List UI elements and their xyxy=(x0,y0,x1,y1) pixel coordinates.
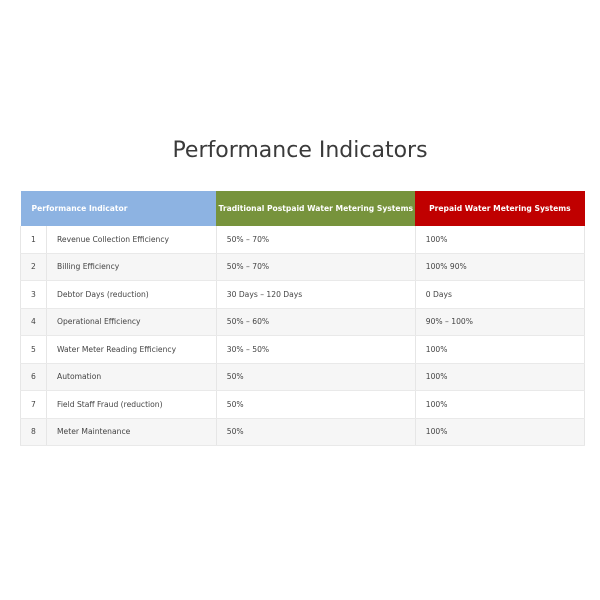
prepaid-cell: 100% 90% xyxy=(415,253,586,281)
postpaid-cell: 50% xyxy=(216,418,416,446)
indicator-cell: Debtor Days (reduction) xyxy=(46,280,217,309)
table-row: 7 Field Staff Fraud (reduction) 50% 100% xyxy=(20,390,586,419)
postpaid-cell: 50% – 70% xyxy=(216,226,416,254)
postpaid-cell: 50% xyxy=(216,390,416,419)
row-number: 4 xyxy=(20,308,47,336)
postpaid-cell: 50% xyxy=(216,363,416,391)
row-number: 1 xyxy=(20,226,47,254)
postpaid-cell: 50% – 60% xyxy=(216,308,416,336)
row-number: 8 xyxy=(20,418,47,446)
performance-table: Performance Indicator Traditional Postpa… xyxy=(20,191,586,446)
indicator-cell: Revenue Collection Efficiency xyxy=(46,226,217,254)
indicator-cell: Automation xyxy=(46,363,217,391)
page-title: Performance Indicators xyxy=(172,138,428,163)
row-number: 6 xyxy=(20,363,47,391)
prepaid-cell: 100% xyxy=(415,335,586,364)
row-number: 2 xyxy=(20,253,47,281)
header-prepaid: Prepaid Water Metering Systems xyxy=(415,191,585,226)
table-row: 6 Automation 50% 100% xyxy=(20,363,586,391)
header-indicator: Performance Indicator xyxy=(20,191,217,226)
indicator-cell: Operational Efficiency xyxy=(46,308,217,336)
indicator-cell: Field Staff Fraud (reduction) xyxy=(46,390,217,419)
table-row: 2 Billing Efficiency 50% – 70% 100% 90% xyxy=(20,253,586,281)
prepaid-cell: 90% – 100% xyxy=(415,308,586,336)
row-number: 5 xyxy=(20,335,47,364)
row-number: 3 xyxy=(20,280,47,309)
postpaid-cell: 50% – 70% xyxy=(216,253,416,281)
table-row: 4 Operational Efficiency 50% – 60% 90% – 10… xyxy=(20,308,586,336)
indicator-cell: Billing Efficiency xyxy=(46,253,217,281)
indicator-cell: Water Meter Reading Efficiency xyxy=(46,335,217,364)
table-row: 8 Meter Maintenance 50% 100% xyxy=(20,418,586,446)
table-row: 1 Revenue Collection Efficiency 50% – 70% 1… xyxy=(20,226,586,254)
table-row: 3 Debtor Days (reduction) 30 Days – 120 Da… xyxy=(20,280,586,309)
postpaid-cell: 30% – 50% xyxy=(216,335,416,364)
postpaid-cell: 30 Days – 120 Days xyxy=(216,280,416,309)
row-number: 7 xyxy=(20,390,47,419)
prepaid-cell: 100% xyxy=(415,363,586,391)
prepaid-cell: 100% xyxy=(415,390,586,419)
prepaid-cell: 100% xyxy=(415,418,586,446)
prepaid-cell: 100% xyxy=(415,226,586,254)
table-row: 5 Water Meter Reading Efficiency 30% – 50%… xyxy=(20,335,586,364)
header-postpaid: Traditional Postpaid Water Metering Syst… xyxy=(216,191,416,226)
prepaid-cell: 0 Days xyxy=(415,280,586,309)
indicator-cell: Meter Maintenance xyxy=(46,418,217,446)
table-header-row: Performance Indicator Traditional Postpa… xyxy=(20,191,585,226)
